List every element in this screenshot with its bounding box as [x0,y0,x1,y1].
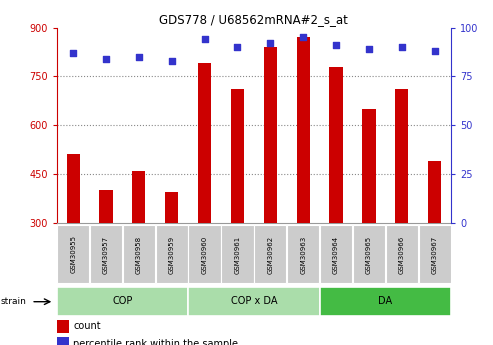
Bar [156,226,188,284]
Bar [254,226,286,284]
Bar [188,226,221,284]
Bar [287,226,319,284]
Bar [165,192,178,223]
Text: GSM30966: GSM30966 [399,235,405,274]
Bar [395,89,408,223]
Text: GSM30961: GSM30961 [235,235,241,274]
Bar [57,287,188,316]
Point [69,50,77,56]
Bar [329,67,343,223]
Point [365,46,373,52]
Point [299,34,307,40]
Point [332,42,340,48]
Point [431,48,439,54]
Bar [57,337,69,345]
Text: GSM30962: GSM30962 [267,235,273,274]
Bar [100,190,112,223]
Bar [67,154,80,223]
Text: GSM30958: GSM30958 [136,235,142,274]
Text: GSM30960: GSM30960 [202,235,208,274]
Bar [362,109,376,223]
Point [102,56,110,61]
Bar [198,63,211,223]
Point [135,54,143,60]
Point [234,44,242,50]
Text: GSM30967: GSM30967 [432,235,438,274]
Bar [132,170,145,223]
Bar [386,226,418,284]
Text: COP x DA: COP x DA [231,296,277,306]
Bar [319,287,451,316]
Text: COP: COP [112,296,133,306]
Point [266,40,274,46]
Bar [188,287,319,316]
Title: GDS778 / U68562mRNA#2_s_at: GDS778 / U68562mRNA#2_s_at [159,13,349,27]
Text: DA: DA [378,296,392,306]
Bar [428,161,441,223]
Bar [297,37,310,223]
Text: GSM30957: GSM30957 [103,235,109,274]
Text: strain: strain [1,297,27,306]
Text: count: count [73,322,101,331]
Bar [57,320,69,333]
Point [201,37,209,42]
Text: GSM30965: GSM30965 [366,235,372,274]
Text: GSM30955: GSM30955 [70,235,76,274]
Text: GSM30964: GSM30964 [333,235,339,274]
Text: percentile rank within the sample: percentile rank within the sample [73,339,238,345]
Bar [231,89,244,223]
Bar [57,226,89,284]
Point [398,44,406,50]
Bar [123,226,155,284]
Bar [353,226,385,284]
Point [168,58,176,63]
Bar [419,226,451,284]
Bar [90,226,122,284]
Bar [221,226,253,284]
Bar [320,226,352,284]
Text: GSM30959: GSM30959 [169,235,175,274]
Text: GSM30963: GSM30963 [300,235,306,274]
Bar [264,47,277,223]
